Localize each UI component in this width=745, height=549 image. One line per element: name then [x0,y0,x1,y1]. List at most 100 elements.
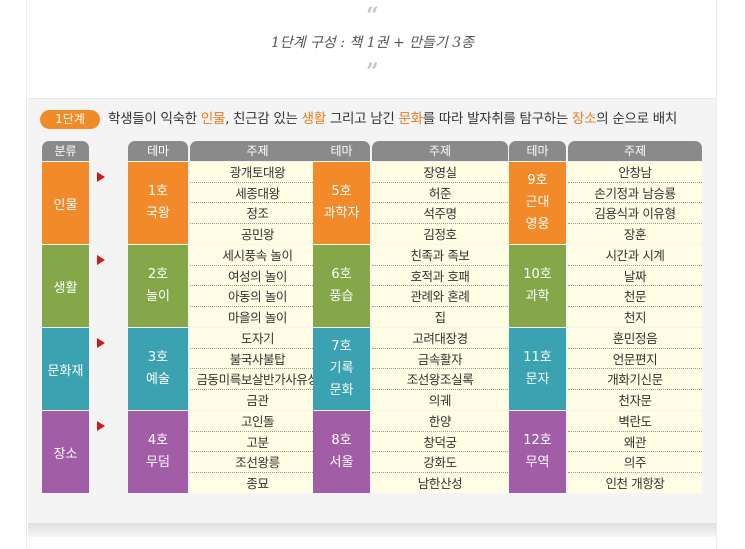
theme-volume-cell: 10호 과학 [509,245,566,327]
theme-label: 5호 [331,184,352,199]
topic-cell: 벽란도 [568,411,702,432]
category-cell: 생활 [42,245,89,327]
topic-cell: 고려대장경 [372,328,508,349]
topic-cell: 인천 개항장 [568,472,702,493]
right-triangle-arrow-icon [97,255,105,265]
topic-cell: 장영실 [372,162,508,183]
category-cell: 문화재 [42,328,89,410]
theme-label: 3호 [147,350,169,365]
topic-cell: 불국사불탑 [190,348,325,369]
topic-cell: 종묘 [190,472,325,493]
intro-highlight-word: 장소 [572,111,597,127]
theme-label: 국왕 [146,206,170,221]
topic-cell: 친족과 족보 [372,245,508,266]
topic-cell: 천자문 [568,389,702,410]
topic-cell: 광개토대왕 [190,162,325,183]
topic-cell: 언문편지 [568,348,702,369]
topic-cell: 천지 [568,306,702,327]
intro-highlight-word: 인물 [200,111,226,127]
category-cell: 인물 [42,162,89,244]
intro-text: , 친근감 있는 [225,111,302,127]
theme-label: 근대 [525,195,550,210]
right-triangle-arrow-icon [97,338,105,348]
intro-highlight-word: 문화 [398,111,423,127]
theme-label: 기록 [329,361,354,376]
topic-cell: 왜관 [568,431,702,452]
theme-label: 서울 [329,455,354,470]
theme-label: 8호 [331,433,352,448]
theme-label: 4호 [147,433,169,448]
topic-cell: 세시풍속 놀이 [190,245,325,266]
theme-label: 6호 [331,267,352,282]
topic-cell: 금관 [190,389,325,410]
theme-label: 문화 [329,383,354,398]
topic-cell: 의궤 [372,389,508,410]
stage-badge: 1단계 [40,110,100,129]
topic-cell: 마을의 놀이 [190,306,325,327]
topic-cell: 김정호 [372,223,508,244]
header-topic: 주제 [568,141,702,161]
topic-cell: 장훈 [568,223,702,244]
topic-cell: 아동의 놀이 [190,286,325,307]
topic-cell: 도자기 [190,328,325,349]
topic-cell: 한양 [372,411,508,432]
right-border-line [716,0,717,549]
header-topic: 주제 [190,141,325,161]
intro-text: 그리고 남긴 [325,111,399,127]
header-topic: 주제 [372,141,508,161]
topic-cell: 여성의 놀이 [190,265,325,286]
topic-cell: 금속활자 [372,348,508,369]
theme-label: 무덤 [146,455,170,470]
topic-cell: 고인돌 [190,411,325,432]
topic-cell: 의주 [568,452,702,473]
theme-label: 12호 [523,433,552,448]
panel-bottom-shadow [28,523,716,537]
theme-label: 과학자 [323,206,360,221]
topic-cell: 날짜 [568,265,702,286]
header-theme: 테마 [313,141,370,161]
theme-label: 풍습 [329,289,354,304]
category-cell: 장소 [42,411,89,493]
header-category: 분류 [42,141,89,161]
topic-cell: 남한산성 [372,472,508,493]
theme-label: 예술 [146,372,170,387]
topic-cell: 김용식과 이유형 [568,203,702,224]
theme-label: 문자 [525,372,550,387]
theme-label: 1호 [147,184,169,199]
intro-text: 학생들이 익숙한 [108,111,201,127]
right-triangle-arrow-icon [97,421,105,431]
topic-cell: 천문 [568,286,702,307]
theme-label: 9호 [527,173,548,188]
topic-cell: 호적과 호패 [372,265,508,286]
topic-cell: 조선왕릉 [190,452,325,473]
theme-label: 10호 [523,267,552,282]
close-quote-mark: ” [366,59,379,85]
intro-sentence: 학생들이 익숙한 인물, 친근감 있는 생활 그리고 남긴 문화를 따라 발자취… [108,109,677,129]
topic-cell: 안창남 [568,162,702,183]
stage-heading: 1단계 구성 : 책 1권 + 만들기 3종 [270,35,475,51]
topic-cell: 석주명 [372,203,508,224]
topic-cell: 공민왕 [190,223,325,244]
topic-cell: 훈민정음 [568,328,702,349]
left-border-line [26,0,27,549]
intro-text: 의 순으로 배치 [596,111,677,127]
topic-cell: 관례와 혼례 [372,286,508,307]
theme-volume-cell: 11호 문자 [509,328,566,410]
topic-cell: 정조 [190,203,325,224]
topic-cell: 창덕궁 [372,431,508,452]
topic-cell: 손기정과 남승룡 [568,182,702,203]
topic-cell: 금동미륵보살반가사유상 [190,369,325,390]
theme-label: 무역 [525,455,550,470]
header-theme: 테마 [128,141,188,161]
topic-cell: 조선왕조실록 [372,369,508,390]
theme-label: 7호 [331,339,352,354]
intro-highlight-word: 생활 [301,111,327,127]
open-quote-mark: “ [366,3,379,29]
theme-volume-cell: 2호 놀이 [128,245,188,327]
